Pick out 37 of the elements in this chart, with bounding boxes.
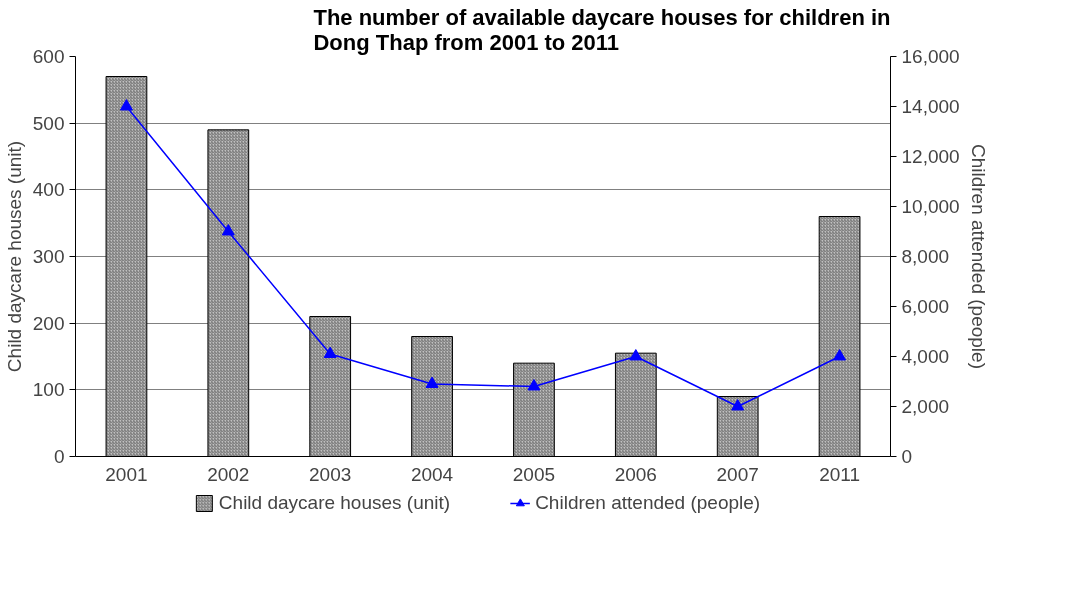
y-axis-title: Child daycare houses (unit) [3,140,25,373]
y-tick-label: 200 [32,312,65,334]
chart-title: The number of available daycare houses for children in Dong Thap from 2001 to 2011 [313,4,891,55]
x-tick-label: 2005 [512,463,556,485]
y2-tick-label: 8,000 [901,246,950,267]
y-tick-label: 100 [32,379,65,401]
y2-tick-label: 2,000 [901,396,950,417]
x-tick-label: 2003 [309,463,352,485]
point [629,349,643,361]
point [119,99,133,111]
legend-label: Children attended (people) [535,492,761,514]
point [833,349,847,361]
x-tick-label: 2007 [716,463,759,485]
y-tick-label: 600 [32,46,65,67]
x-tick-label: 2004 [410,463,454,485]
legend-label: Child daycare houses (unit) [218,492,451,514]
point [221,224,235,236]
y2-tick-label: 6,000 [901,296,950,317]
y-tick-label: 500 [32,112,65,134]
point [323,346,337,358]
y2-axis-title: Children attended (people) [967,144,989,370]
x-tick-label: 2006 [614,463,657,485]
y2-tick-label: 14,000 [901,96,960,117]
x-tick-label: 2002 [207,463,250,485]
y2-tick-label: 12,000 [901,146,960,167]
y2-tick-label: 0 [901,446,913,467]
y2-tick-label: 10,000 [901,196,960,217]
y2-tick-label: 16,000 [901,46,960,67]
point [527,379,541,391]
y-tick-label: 300 [32,246,65,267]
point [425,376,439,388]
y2-tick-label: 4,000 [901,346,950,367]
x-tick-label: 2011 [819,463,860,485]
y-tick-label: 0 [53,446,65,467]
x-tick-label: 2001 [105,463,148,485]
y-tick-label: 400 [32,179,65,201]
point [731,399,745,411]
